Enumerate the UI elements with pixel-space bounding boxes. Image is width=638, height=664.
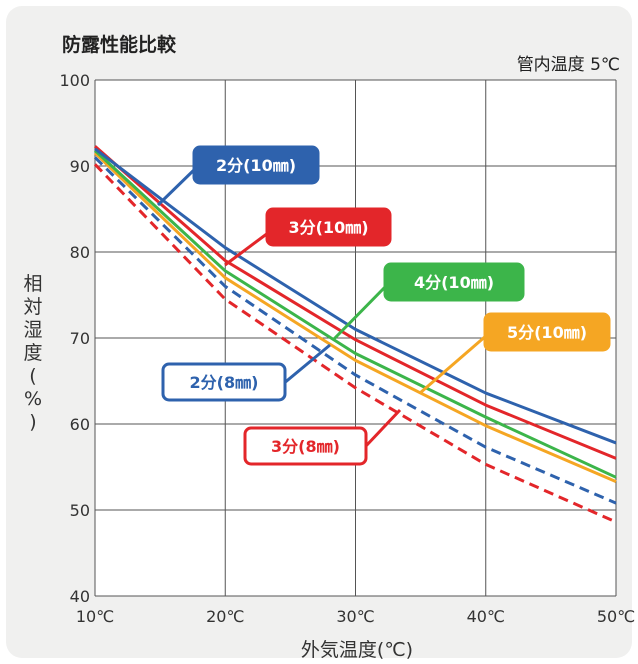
chart-subtitle: 管内温度 5℃ <box>516 55 620 75</box>
x-axis-title: 外気温度(℃) <box>301 639 413 661</box>
series-name: 5分(10㎜) <box>507 323 587 342</box>
y-tick-label: 100 <box>59 71 90 90</box>
chart-title: 防露性能比較 <box>62 34 177 56</box>
label-box <box>383 262 525 302</box>
label-leader-line <box>331 283 389 342</box>
series-lines <box>93 145 617 524</box>
y-tick-label: 80 <box>70 243 90 262</box>
series-line <box>93 163 617 524</box>
series-labels: 2分(10㎜) 3分(10㎜) 4分(10㎜) 5分(10㎜) 2分(8㎜) 3分(8㎜) <box>156 145 611 466</box>
label-box <box>243 426 368 466</box>
label-box <box>161 362 287 402</box>
y-tick-label: 70 <box>70 329 90 348</box>
y-tick-label: 60 <box>70 415 90 434</box>
y-tick-label: 50 <box>70 501 90 520</box>
label-leader-line <box>224 231 269 267</box>
x-tick-label: 50℃ <box>597 607 635 626</box>
label-leader-line <box>156 166 198 207</box>
label-box <box>192 145 320 185</box>
series-name: 3分(8㎜) <box>271 437 340 456</box>
x-tick-label: 30℃ <box>336 607 374 626</box>
series-name: 3分(10㎜) <box>288 218 368 237</box>
series-label: 2分(8㎜) <box>161 343 331 402</box>
series-label: 4分(10㎜) <box>331 262 525 342</box>
label-box <box>483 312 611 352</box>
series-label: 3分(10㎜) <box>224 207 392 267</box>
x-tick-label: 20℃ <box>206 607 244 626</box>
label-leader-line <box>419 333 488 395</box>
series-name: 4分(10㎜) <box>414 273 494 292</box>
label-leader-line <box>282 343 331 386</box>
series-name: 2分(8㎜) <box>190 373 259 392</box>
series-line <box>93 152 617 483</box>
x-tick-label: 10℃ <box>76 607 114 626</box>
y-tick-label: 40 <box>70 587 90 606</box>
series-line <box>93 149 617 479</box>
y-tick-label: 90 <box>70 157 90 176</box>
series-label: 2分(10㎜) <box>156 145 320 207</box>
label-leader-line <box>363 408 402 449</box>
label-box <box>265 207 392 247</box>
series-label: 3分(8㎜) <box>243 408 402 466</box>
series-line <box>94 145 617 460</box>
series-label: 5分(10㎜) <box>419 312 611 395</box>
x-tick-label: 40℃ <box>467 607 505 626</box>
tick-labels: 40 50 60 70 80 90 100 10℃ 20℃ 30℃ 40℃ 50℃ <box>59 71 635 626</box>
y-axis-title: 相対湿度(%) <box>23 273 42 433</box>
series-line <box>93 156 617 505</box>
series-name: 2分(10㎜) <box>216 156 296 175</box>
series-line <box>94 147 617 445</box>
